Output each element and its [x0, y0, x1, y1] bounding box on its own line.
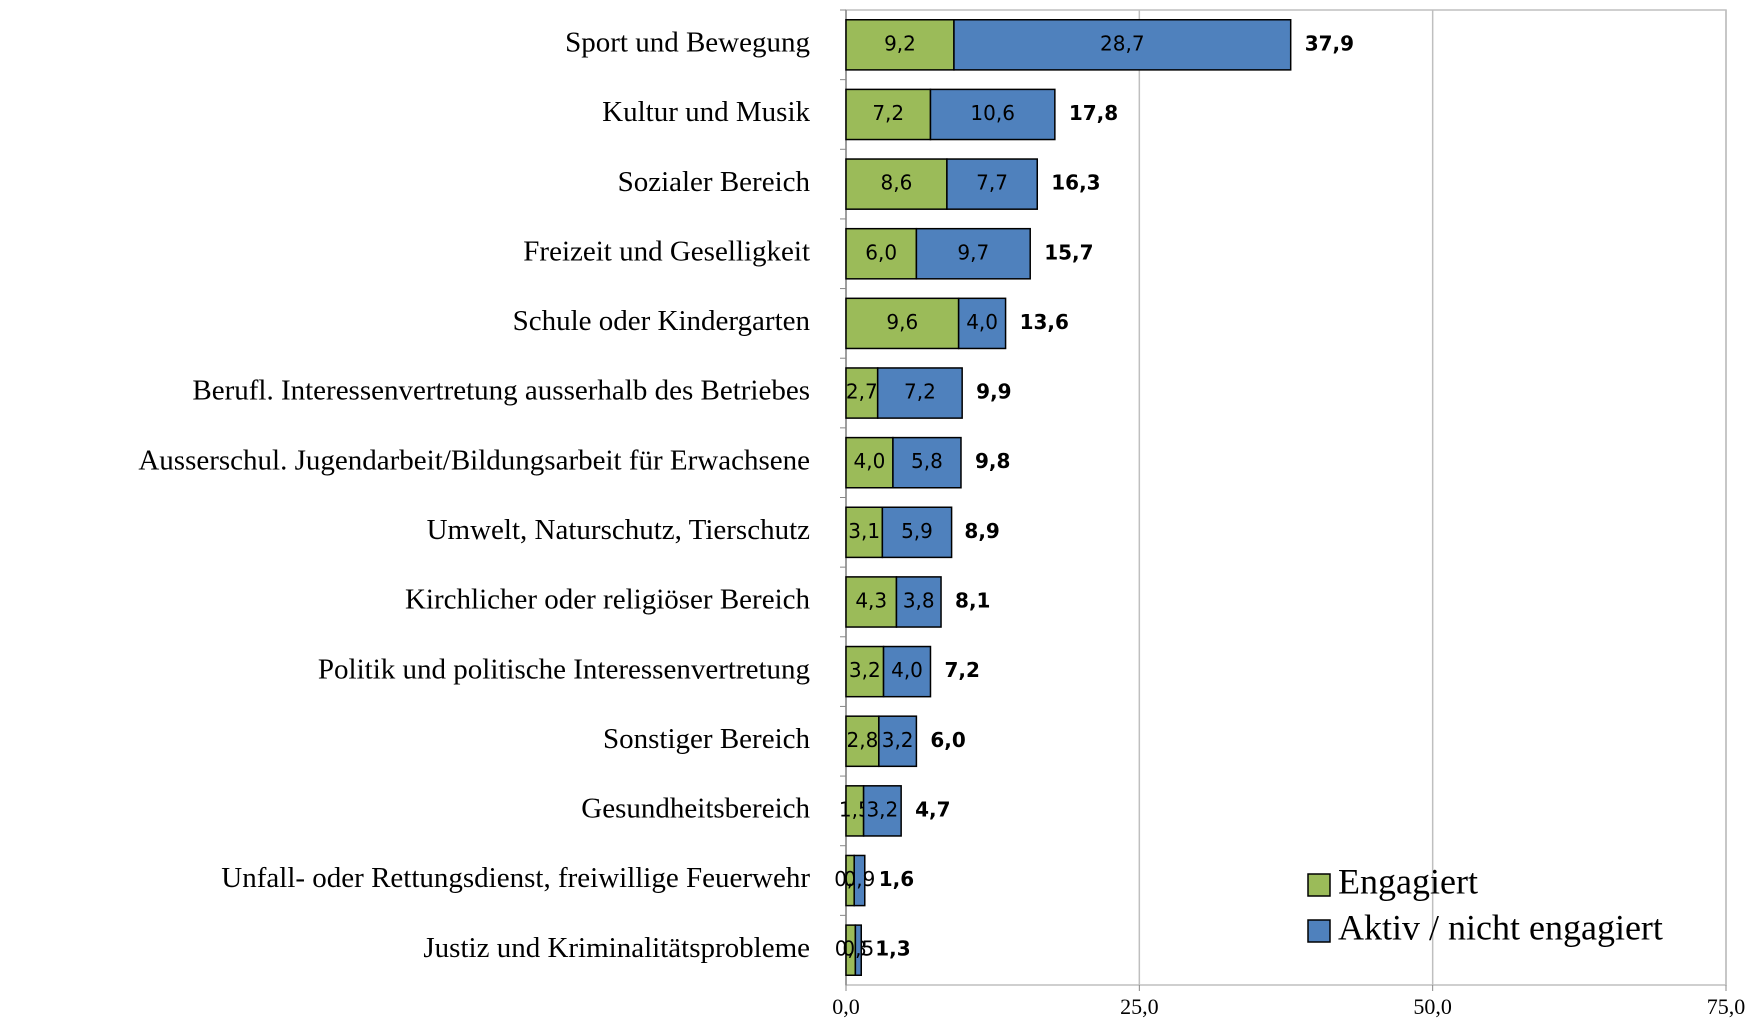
x-tick-label: 75,0 — [1707, 994, 1746, 1019]
segment-label: 6,0 — [865, 240, 897, 264]
segment-label: 5,9 — [901, 519, 933, 543]
segment-label: 7,7 — [976, 171, 1008, 195]
segment-label: 3,2 — [882, 728, 914, 752]
category-label: Sozialer Bereich — [618, 166, 811, 198]
bar-segment — [845, 645, 885, 698]
total-label: 1,6 — [879, 867, 914, 891]
segment-label: 4,3 — [855, 588, 887, 612]
category-label: Schule oder Kindergarten — [513, 305, 811, 337]
bar-segment — [845, 715, 880, 768]
bar-segment — [845, 297, 960, 350]
bar-segment — [915, 227, 1031, 280]
category-label: Freizeit und Geselligkeit — [523, 235, 810, 267]
category-label: Sonstiger Bereich — [603, 723, 810, 755]
category-label: Kirchlicher oder religiöser Bereich — [405, 584, 811, 616]
total-label: 8,9 — [964, 519, 999, 543]
bar-segment — [845, 227, 918, 280]
category-label: Berufl. Interessenvertretung ausserhalb … — [192, 375, 810, 407]
total-label: 6,0 — [930, 728, 965, 752]
category-label: Unfall- oder Rettungsdienst, freiwillige… — [221, 862, 810, 894]
bar-segment — [881, 506, 953, 559]
total-label: 4,7 — [915, 797, 950, 821]
bar-segment — [953, 19, 1292, 71]
total-label: 17,8 — [1069, 101, 1118, 125]
total-label: 16,3 — [1051, 171, 1100, 195]
bar-segment — [878, 715, 918, 768]
legend-swatch — [1307, 873, 1331, 897]
segment-label: 28,7 — [1100, 31, 1145, 55]
segment-label: 3,8 — [903, 588, 935, 612]
x-tick-label: 50,0 — [1413, 994, 1452, 1019]
category-label: Kultur und Musik — [602, 96, 810, 128]
bar-segment — [845, 506, 884, 559]
segment-label: 5,8 — [911, 449, 943, 473]
segment-label: 2,8 — [847, 728, 879, 752]
segment-label: 4,0 — [966, 310, 998, 334]
total-label: 15,7 — [1044, 240, 1093, 264]
bar-segment — [845, 158, 948, 210]
category-label: Ausserschul. Jugendarbeit/Bildungsarbeit… — [138, 444, 810, 476]
segment-label: 10,6 — [970, 101, 1015, 125]
bar-segment — [957, 297, 1007, 350]
segment-label: 9,2 — [884, 31, 916, 55]
bar-segment — [876, 367, 963, 419]
category-label: Umwelt, Naturschutz, Tierschutz — [427, 514, 811, 546]
total-label: 13,6 — [1020, 310, 1069, 334]
x-tick-label: 0,0 — [832, 994, 860, 1019]
legend-label: Engagiert — [1338, 861, 1478, 901]
segment-label: 9,6 — [886, 310, 918, 334]
total-label: 7,2 — [944, 658, 979, 682]
segment-label: 0,9 — [844, 867, 876, 891]
bar-segment — [845, 367, 879, 419]
total-label: 9,8 — [975, 449, 1010, 473]
bar-segment — [892, 436, 962, 489]
bar-segment — [929, 88, 1056, 141]
bar-segment — [862, 785, 902, 837]
total-label: 8,1 — [955, 588, 990, 612]
legend-swatch — [1307, 919, 1331, 943]
segment-label: 7,2 — [904, 380, 936, 404]
segment-label: 3,2 — [866, 797, 898, 821]
bar-segment — [854, 924, 863, 976]
segment-label: 8,6 — [881, 171, 913, 195]
segment-label: 7,2 — [872, 101, 904, 125]
segment-label: 3,2 — [849, 658, 881, 682]
total-label: 9,9 — [976, 380, 1011, 404]
x-tick-label: 25,0 — [1120, 994, 1159, 1019]
category-label: Gesundheitsbereich — [581, 793, 810, 825]
segment-label: 4,0 — [891, 658, 923, 682]
plot-frame — [845, 9, 1727, 986]
bar-segment — [853, 854, 866, 907]
bar-segment — [946, 158, 1039, 210]
bar-segment — [845, 436, 894, 489]
category-label: Sport und Bewegung — [565, 26, 810, 58]
segment-label: 0,5 — [842, 937, 874, 961]
bar-segment — [882, 645, 932, 698]
category-label: Politik und politische Interessenvertret… — [318, 653, 810, 685]
category-label: Justiz und Kriminalitätsprobleme — [423, 932, 810, 964]
legend-label: Aktiv / nicht engagiert — [1338, 907, 1663, 947]
bar-segment — [845, 88, 932, 141]
segment-label: 9,7 — [957, 240, 989, 264]
bar-segment — [895, 576, 942, 628]
total-label: 1,3 — [875, 937, 910, 961]
segment-label: 2,7 — [846, 380, 878, 404]
segment-label: 4,0 — [854, 449, 886, 473]
total-label: 37,9 — [1305, 31, 1354, 55]
segment-label: 3,1 — [848, 519, 880, 543]
